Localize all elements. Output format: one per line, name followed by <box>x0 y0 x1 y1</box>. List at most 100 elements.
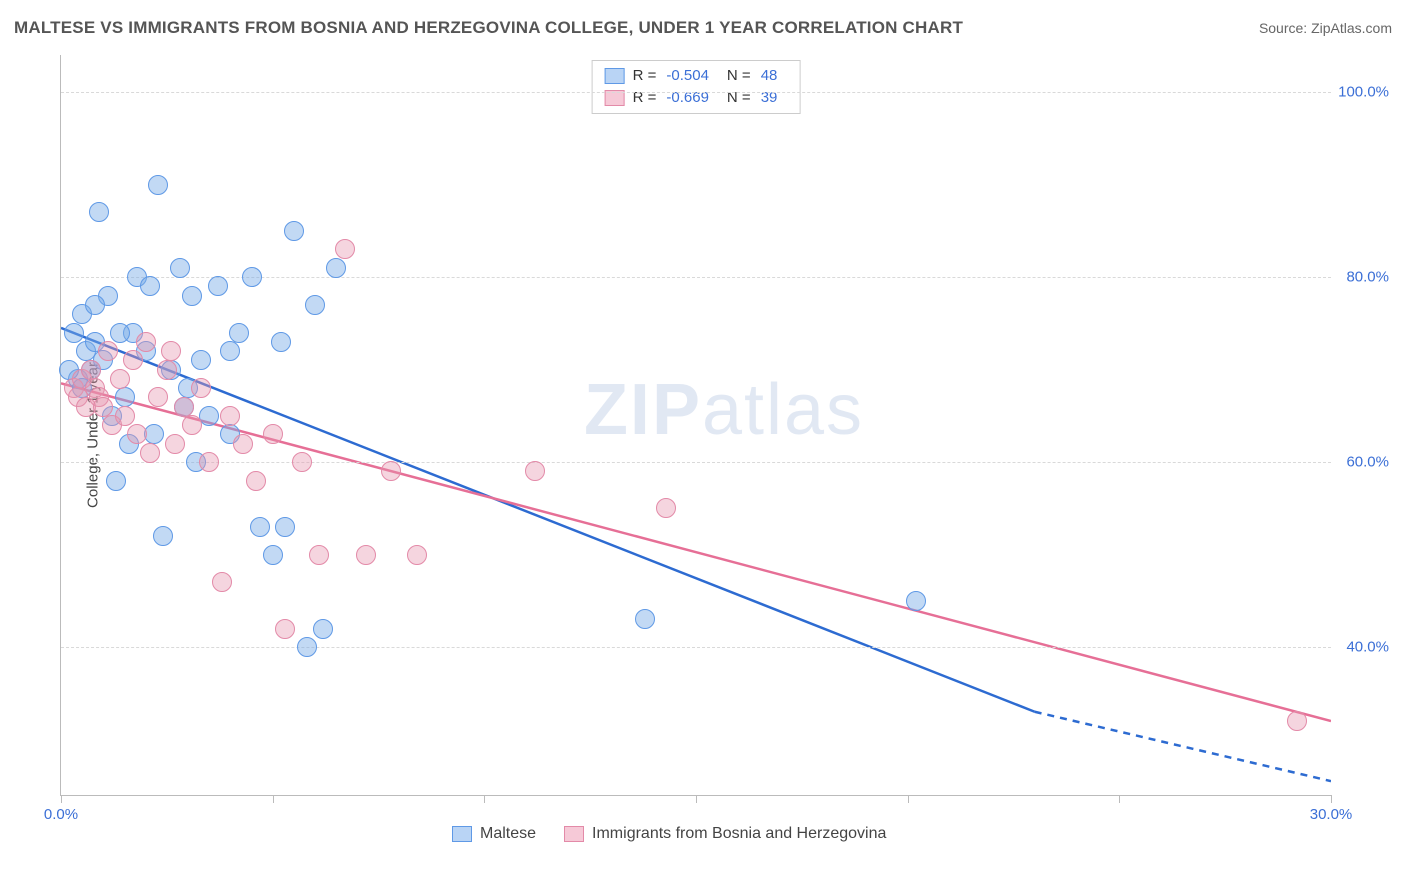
plot-region: ZIPatlas R =-0.504N =48R =-0.669N =39 40… <box>60 55 1331 796</box>
scatter-point <box>305 295 325 315</box>
x-tick <box>273 795 274 803</box>
scatter-point <box>242 267 262 287</box>
scatter-point <box>89 202 109 222</box>
legend-n-value: 39 <box>761 87 778 109</box>
scatter-point <box>123 350 143 370</box>
scatter-point <box>170 258 190 278</box>
scatter-point <box>93 397 113 417</box>
scatter-point <box>136 332 156 352</box>
scatter-point <box>110 369 130 389</box>
header: MALTESE VS IMMIGRANTS FROM BOSNIA AND HE… <box>14 18 1392 38</box>
legend-stat-label: R = <box>633 87 657 109</box>
x-tick <box>1119 795 1120 803</box>
scatter-point <box>81 360 101 380</box>
scatter-point <box>233 434 253 454</box>
y-tick-label: 40.0% <box>1346 639 1389 656</box>
legend-stats: R = -0.504 N = 48 R = -0.669 N = 39 <box>592 60 801 114</box>
scatter-point <box>525 461 545 481</box>
x-tick-label: 0.0% <box>44 806 78 823</box>
scatter-point <box>309 545 329 565</box>
scatter-point <box>275 619 295 639</box>
scatter-point <box>115 406 135 426</box>
scatter-point <box>199 452 219 472</box>
scatter-point <box>191 378 211 398</box>
y-tick-label: 80.0% <box>1346 269 1389 286</box>
legend-item: Maltese <box>452 825 536 843</box>
legend-r-value: -0.669 <box>666 87 709 109</box>
scatter-point <box>174 397 194 417</box>
scatter-point <box>157 360 177 380</box>
scatter-point <box>110 323 130 343</box>
gridline <box>61 92 1331 93</box>
scatter-point <box>335 239 355 259</box>
legend-n-value: 48 <box>761 65 778 87</box>
scatter-point <box>263 545 283 565</box>
scatter-point <box>356 545 376 565</box>
x-tick <box>61 795 62 803</box>
scatter-point <box>127 424 147 444</box>
scatter-point <box>220 341 240 361</box>
scatter-point <box>182 415 202 435</box>
scatter-point <box>148 175 168 195</box>
scatter-point <box>292 452 312 472</box>
scatter-point <box>275 517 295 537</box>
scatter-point <box>1287 711 1307 731</box>
chart-title: MALTESE VS IMMIGRANTS FROM BOSNIA AND HE… <box>14 18 963 38</box>
legend-stat-label: R = <box>633 65 657 87</box>
scatter-point <box>229 323 249 343</box>
scatter-point <box>85 295 105 315</box>
scatter-point <box>140 276 160 296</box>
scatter-point <box>407 545 427 565</box>
scatter-point <box>153 526 173 546</box>
scatter-point <box>115 387 135 407</box>
scatter-point <box>212 572 232 592</box>
scatter-point <box>220 406 240 426</box>
scatter-point <box>263 424 283 444</box>
legend-item-label: Maltese <box>480 825 536 843</box>
x-tick <box>484 795 485 803</box>
scatter-point <box>98 341 118 361</box>
legend-stat-label: N = <box>727 87 751 109</box>
scatter-point <box>199 406 219 426</box>
legend-stat-row: R = -0.669 N = 39 <box>605 87 788 109</box>
source-label: Source: ZipAtlas.com <box>1259 20 1392 36</box>
scatter-point <box>906 591 926 611</box>
scatter-point <box>271 332 291 352</box>
gridline <box>61 462 1331 463</box>
scatter-point <box>140 443 160 463</box>
scatter-point <box>161 341 181 361</box>
scatter-point <box>165 434 185 454</box>
legend-stat-row: R = -0.504 N = 48 <box>605 65 788 87</box>
scatter-point <box>148 387 168 407</box>
scatter-point <box>635 609 655 629</box>
scatter-point <box>208 276 228 296</box>
scatter-point <box>656 498 676 518</box>
scatter-point <box>182 286 202 306</box>
y-tick-label: 100.0% <box>1338 84 1389 101</box>
scatter-point <box>64 323 84 343</box>
x-tick-label: 30.0% <box>1310 806 1353 823</box>
gridline <box>61 647 1331 648</box>
legend-series: Maltese Immigrants from Bosnia and Herzeg… <box>452 825 886 843</box>
legend-r-value: -0.504 <box>666 65 709 87</box>
watermark: ZIPatlas <box>584 369 864 451</box>
swatch-icon <box>605 68 625 84</box>
scatter-point <box>106 471 126 491</box>
scatter-point <box>246 471 266 491</box>
scatter-point <box>313 619 333 639</box>
legend-item: Immigrants from Bosnia and Herzegovina <box>564 825 886 843</box>
x-tick <box>1331 795 1332 803</box>
swatch-icon <box>452 826 472 842</box>
legend-item-label: Immigrants from Bosnia and Herzegovina <box>592 825 886 843</box>
scatter-point <box>284 221 304 241</box>
scatter-point <box>191 350 211 370</box>
scatter-point <box>381 461 401 481</box>
swatch-icon <box>564 826 584 842</box>
trend-lines <box>61 55 1331 795</box>
x-tick <box>696 795 697 803</box>
chart-area: College, Under 1 year ZIPatlas R =-0.504… <box>50 55 1390 815</box>
scatter-point <box>297 637 317 657</box>
x-tick <box>908 795 909 803</box>
y-tick-label: 60.0% <box>1346 454 1389 471</box>
legend-stat-label: N = <box>727 65 751 87</box>
